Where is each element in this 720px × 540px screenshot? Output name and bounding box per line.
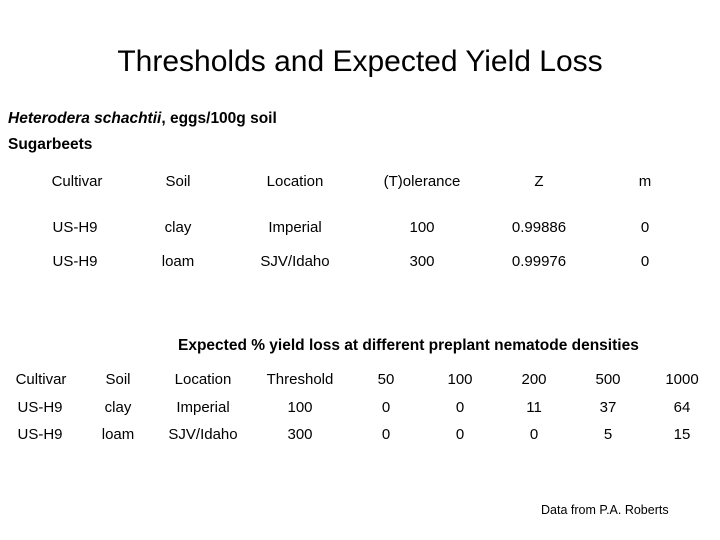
yield-header-location: Location bbox=[174, 371, 232, 388]
yield-header-cultivar: Cultivar bbox=[15, 371, 67, 388]
table-cell: 0 bbox=[381, 426, 391, 443]
table-cell: 0.99886 bbox=[511, 219, 567, 236]
thresholds-header-tolerance: (T)olerance bbox=[383, 173, 461, 190]
table-cell: US-H9 bbox=[17, 426, 63, 443]
yield-header-density-1000: 1000 bbox=[665, 371, 699, 388]
thresholds-header-m: m bbox=[638, 173, 652, 190]
yield-header-density-200: 200 bbox=[521, 371, 547, 388]
table-cell: 0 bbox=[381, 399, 391, 416]
yield-loss-heading: Expected % yield loss at different prepl… bbox=[178, 337, 639, 354]
table-cell: 0 bbox=[529, 426, 539, 443]
table-cell: 300 bbox=[287, 426, 313, 443]
table-cell: loam bbox=[161, 253, 195, 270]
table-cell: 0 bbox=[640, 253, 650, 270]
thresholds-header-soil: Soil bbox=[165, 173, 191, 190]
yield-header-threshold: Threshold bbox=[266, 371, 334, 388]
thresholds-header-cultivar: Cultivar bbox=[51, 173, 103, 190]
yield-header-density-50: 50 bbox=[377, 371, 395, 388]
table-cell: US-H9 bbox=[52, 253, 98, 270]
thresholds-header-location: Location bbox=[266, 173, 324, 190]
table-cell: 5 bbox=[603, 426, 613, 443]
crop-label: Sugarbeets bbox=[8, 136, 93, 153]
table-cell: 300 bbox=[409, 253, 435, 270]
table-cell: clay bbox=[164, 219, 192, 236]
species-units: , eggs/100g soil bbox=[161, 110, 277, 127]
data-credit: Data from P.A. Roberts bbox=[541, 503, 669, 517]
table-cell: 100 bbox=[409, 219, 435, 236]
table-cell: US-H9 bbox=[17, 399, 63, 416]
thresholds-header-z: Z bbox=[534, 173, 544, 190]
table-cell: SJV/Idaho bbox=[260, 253, 330, 270]
table-cell: 11 bbox=[526, 399, 542, 416]
table-cell: SJV/Idaho bbox=[168, 426, 238, 443]
table-cell: 0.99976 bbox=[511, 253, 567, 270]
table-cell: clay bbox=[104, 399, 132, 416]
table-cell: Imperial bbox=[176, 399, 230, 416]
species-name: Heterodera schachtii bbox=[8, 110, 162, 127]
yield-header-density-100: 100 bbox=[447, 371, 473, 388]
table-cell: 37 bbox=[599, 399, 617, 416]
table-cell: 64 bbox=[673, 399, 691, 416]
table-cell: 15 bbox=[673, 426, 691, 443]
table-cell: 100 bbox=[287, 399, 313, 416]
table-cell: 0 bbox=[640, 219, 650, 236]
table-cell: 0 bbox=[455, 426, 465, 443]
page-title: Thresholds and Expected Yield Loss bbox=[117, 45, 603, 78]
species-line: Heterodera schachtii, eggs/100g soil bbox=[8, 110, 277, 128]
table-cell: US-H9 bbox=[52, 219, 98, 236]
yield-header-soil: Soil bbox=[105, 371, 131, 388]
table-cell: 0 bbox=[455, 399, 465, 416]
yield-header-density-500: 500 bbox=[595, 371, 621, 388]
table-cell: Imperial bbox=[268, 219, 322, 236]
table-cell: loam bbox=[101, 426, 135, 443]
